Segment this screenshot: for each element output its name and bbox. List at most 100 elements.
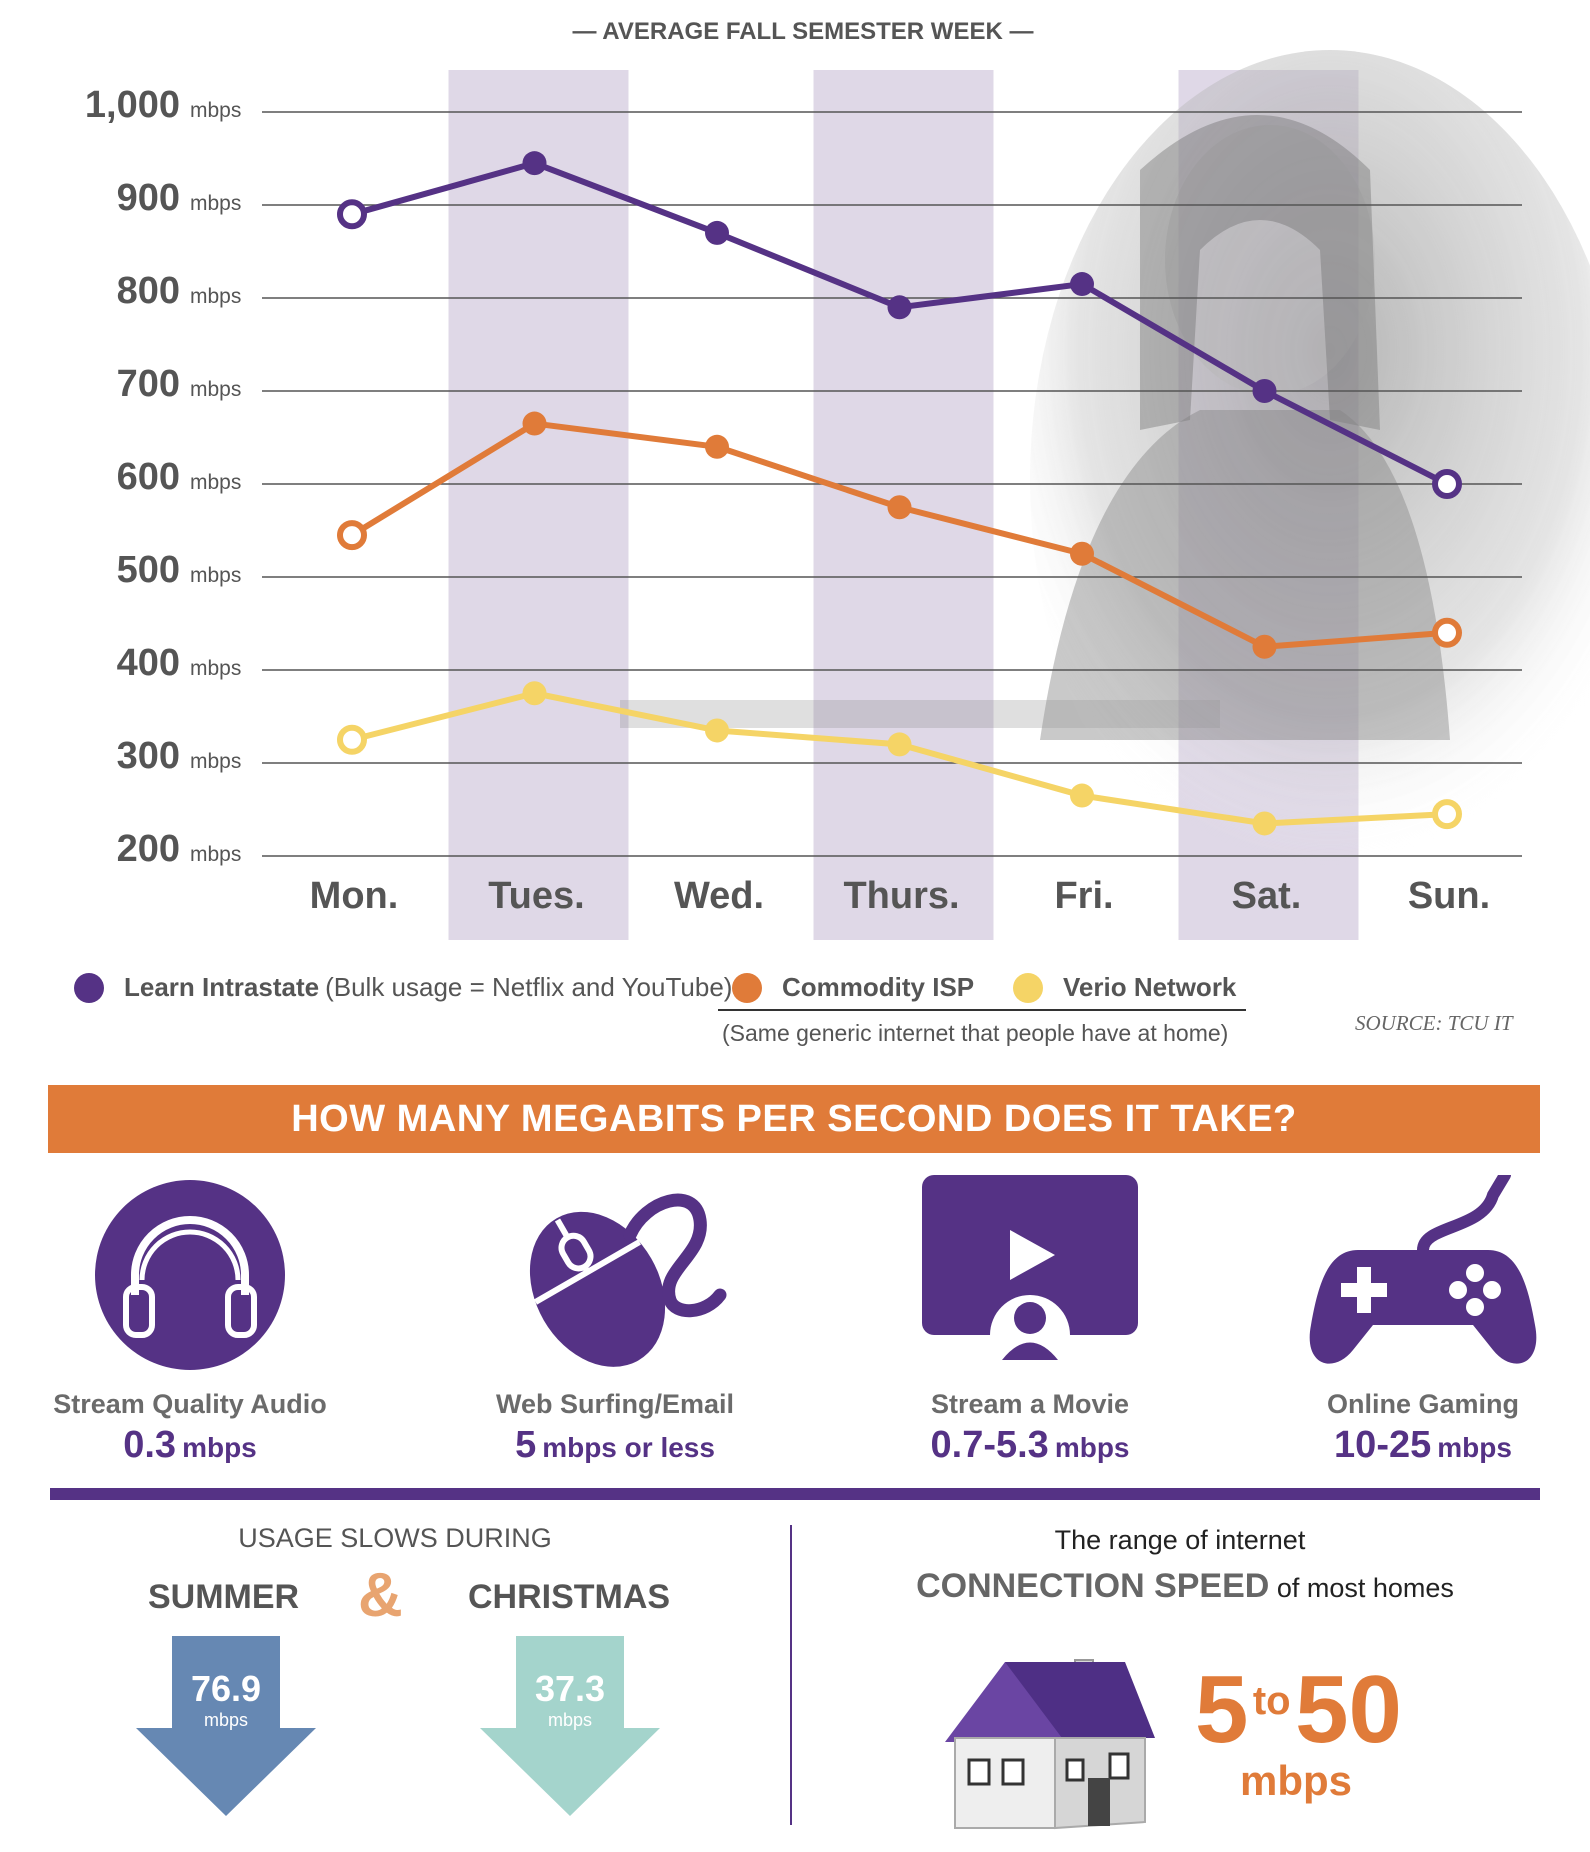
x-tick-label: Fri. [1054, 875, 1113, 917]
mouse-icon [529, 1193, 727, 1367]
x-tick-label: Tues. [488, 875, 584, 917]
data-point [705, 434, 729, 459]
banner: HOW MANY MEGABITS PER SECOND DOES IT TAK… [48, 1085, 1540, 1153]
y-tick-label: 700 [117, 363, 180, 405]
use-audio-label: Stream Quality Audio [53, 1389, 327, 1419]
home-range: 5 to 50 [1195, 1655, 1402, 1765]
y-tick-label: 900 [117, 177, 180, 219]
y-tick-unit: mbps [190, 843, 241, 866]
x-tick-label: Thurs. [843, 875, 959, 917]
data-point [337, 199, 367, 230]
data-point [1432, 469, 1462, 499]
data-point [522, 681, 547, 706]
data-point [1252, 379, 1277, 403]
y-tick-label: 400 [117, 642, 180, 684]
home-range-to: to [1252, 1679, 1291, 1723]
y-tick-label: 800 [117, 270, 180, 312]
house-icon [945, 1659, 1155, 1830]
chart-title: — AVERAGE FALL SEMESTER WEEK — [573, 18, 1034, 45]
christmas-label: CHRISTMAS [468, 1578, 671, 1616]
slows-heading: USAGE SLOWS DURING [238, 1523, 552, 1553]
y-tick-label: 600 [117, 456, 180, 498]
use-audio-value: 0.3 mbps [123, 1424, 257, 1466]
use-audio: Stream Quality Audio 0.3 mbps [40, 1175, 340, 1467]
y-tick-label: 300 [117, 735, 180, 777]
home-line2: CONNECTION SPEED of most homes [820, 1567, 1550, 1606]
data-point [1432, 799, 1462, 830]
data-point [337, 520, 367, 551]
use-web: Web Surfing/Email 5 mbps or less [465, 1175, 765, 1467]
y-tick-unit: mbps [190, 471, 241, 494]
x-tick-label: Wed. [674, 875, 764, 917]
x-tick-label: Sat. [1232, 875, 1302, 917]
legend-commodity-isp: Commodity ISP [732, 972, 974, 1003]
headphones-icon [95, 1180, 285, 1370]
data-point [1070, 272, 1094, 297]
y-tick-unit: mbps [190, 750, 241, 773]
y-tick-label: 200 [117, 828, 180, 870]
legend-verio-network: Verio Network [1013, 972, 1236, 1003]
legend-learn-intrastate: Learn Intrastate (Bulk usage = Netflix a… [74, 972, 732, 1003]
day-band [448, 70, 629, 940]
home-range-low: 5 [1195, 1656, 1249, 1763]
summer-label: SUMMER [148, 1578, 300, 1616]
home-range-high: 50 [1295, 1656, 1402, 1763]
data-point [705, 220, 729, 245]
home-line2-bold: CONNECTION SPEED [916, 1567, 1270, 1605]
use-web-label: Web Surfing/Email [495, 1389, 735, 1419]
legend-underline [718, 1009, 1246, 1011]
legend-learn-name: Learn Intrastate [124, 972, 320, 1002]
y-tick-label: 1,000 [85, 84, 180, 126]
legend-dot-orange [732, 972, 762, 1003]
legend-commodity-name: Commodity ISP [782, 972, 975, 1002]
legend-dot-purple [74, 972, 104, 1003]
line-chart: 1,000 mbps 900 mbps 800 mbps 700 mbps 600 mbps 500… [85, 18, 1590, 940]
use-movie-value: 0.7-5.3 mbps [930, 1424, 1130, 1466]
y-tick-unit: mbps [190, 192, 241, 215]
christmas-unit: mbps [547, 1710, 592, 1730]
use-movie: Stream a Movie 0.7-5.3 mbps [880, 1175, 1180, 1467]
christmas-value: 37.3 [534, 1668, 606, 1709]
data-point [1432, 617, 1462, 648]
home-line1: The range of internet [1054, 1525, 1306, 1555]
christmas-arrow-icon [480, 1636, 660, 1816]
ampersand: & [358, 1561, 403, 1630]
use-movie-label: Stream a Movie [930, 1389, 1130, 1419]
movie-screen-icon [922, 1175, 1138, 1375]
use-web-value: 5 mbps or less [515, 1424, 715, 1466]
section-divider [50, 1488, 1540, 1500]
data-point [522, 411, 547, 436]
summer-unit: mbps [203, 1710, 248, 1730]
y-tick-unit: mbps [190, 99, 241, 122]
data-point [1252, 634, 1277, 659]
y-tick-unit: mbps [190, 564, 241, 587]
use-gaming-value: 10-25 mbps [1334, 1424, 1512, 1466]
data-point [887, 495, 912, 520]
use-gaming-label: Online Gaming [1326, 1389, 1520, 1419]
summer-arrow-icon [136, 1636, 316, 1816]
source-note: SOURCE: TCU IT [1355, 1011, 1513, 1035]
game-controller-icon [1309, 1175, 1537, 1364]
data-point [887, 732, 912, 757]
home-range-unit: mbps [1240, 1757, 1353, 1804]
y-tick-unit: mbps [190, 657, 241, 680]
y-tick-label: 500 [117, 549, 180, 591]
summer-value: 76.9 [190, 1668, 262, 1709]
x-tick-label: Mon. [310, 875, 399, 917]
data-point [705, 718, 729, 743]
y-tick-unit: mbps [190, 378, 241, 401]
legend-dot-yellow [1013, 972, 1043, 1003]
use-gaming: Online Gaming 10-25 mbps [1273, 1175, 1573, 1467]
vertical-divider [790, 1525, 792, 1825]
legend-verio-name: Verio Network [1063, 972, 1237, 1002]
data-point [1070, 783, 1094, 808]
legend-learn-note: (Bulk usage = Netflix and YouTube) [325, 972, 733, 1002]
home-line2-rest: of most homes [1276, 1573, 1454, 1603]
data-point [522, 151, 547, 176]
x-tick-label: Sun. [1408, 875, 1490, 917]
y-tick-unit: mbps [190, 285, 241, 308]
legend-generic-note: (Same generic internet that people have … [722, 1020, 1229, 1046]
data-point [337, 724, 367, 755]
data-point [1252, 811, 1277, 836]
data-point [1070, 541, 1094, 566]
